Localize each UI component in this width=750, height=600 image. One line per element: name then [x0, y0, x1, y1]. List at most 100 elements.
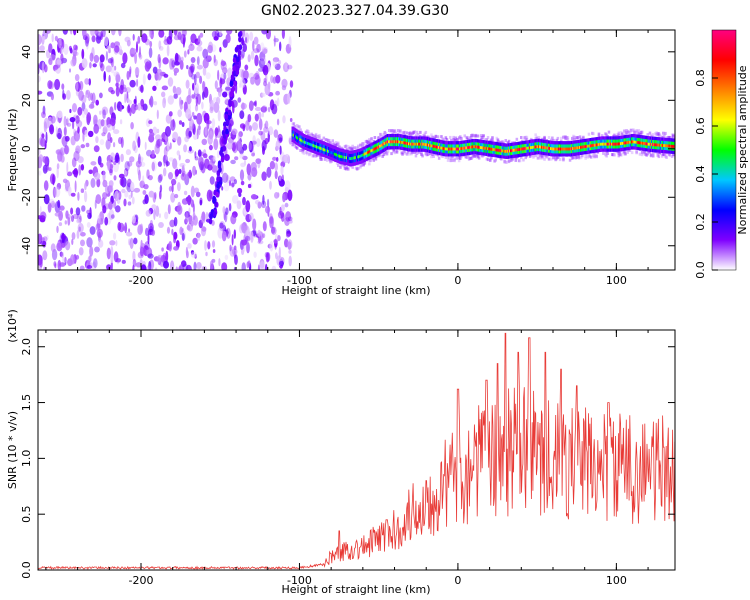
- heat-cell: [638, 152, 642, 156]
- heat-cell: [617, 131, 621, 135]
- heat-cell: [261, 105, 268, 113]
- heat-cell: [239, 110, 245, 120]
- heat-cell: [522, 158, 525, 162]
- heat-cell: [91, 92, 96, 104]
- heat-cell: [473, 138, 476, 143]
- heat-cell: [102, 192, 108, 200]
- heat-cell: [225, 207, 229, 215]
- spectrogram-frame: [37, 29, 676, 271]
- heat-cell: [200, 225, 207, 237]
- heat-cell: [77, 106, 83, 116]
- heat-cell: [192, 237, 198, 245]
- heat-cell: [193, 133, 198, 140]
- heat-cell: [245, 37, 248, 44]
- heat-cell: [279, 176, 282, 182]
- heat-cell: [240, 162, 246, 168]
- heat-cell: [308, 133, 311, 137]
- heat-cell: [362, 142, 365, 146]
- heat-cell: [395, 149, 399, 152]
- heat-cell: [58, 38, 62, 49]
- heat-cell: [351, 144, 354, 148]
- heat-cell: [177, 136, 182, 146]
- heat-cell: [456, 138, 460, 142]
- heat-cell: [115, 86, 120, 97]
- heat-cell: [265, 72, 268, 85]
- heat-cell: [339, 165, 342, 169]
- heat-cell: [673, 144, 675, 148]
- heat-cell: [169, 142, 172, 150]
- heat-cell: [56, 242, 63, 252]
- heat-cell: [147, 175, 153, 181]
- heat-cell: [581, 154, 584, 158]
- heat-cell: [178, 154, 181, 161]
- heat-cell: [199, 32, 204, 38]
- heat-cell: [52, 174, 55, 186]
- heat-cell: [269, 180, 272, 190]
- heat-cell: [406, 150, 410, 154]
- heat-cell: [171, 60, 176, 68]
- heat-cell: [89, 52, 94, 62]
- heat-cell: [55, 126, 58, 135]
- heat-cell: [271, 265, 277, 270]
- heat-cell: [185, 108, 192, 119]
- heat-cell: [166, 226, 171, 234]
- heat-cell: [80, 232, 86, 237]
- heat-cell: [289, 80, 294, 88]
- heat-cell: [191, 94, 196, 99]
- heat-cell: [351, 165, 354, 169]
- heat-cell: [93, 123, 99, 134]
- heat-cell: [376, 139, 380, 143]
- heat-cell: [209, 106, 214, 114]
- heat-cell: [165, 114, 172, 124]
- heat-cell: [183, 50, 187, 58]
- heat-cell: [153, 101, 158, 106]
- heat-cell: [38, 170, 42, 176]
- heat-cell: [271, 103, 278, 115]
- heat-cell: [237, 131, 242, 143]
- heat-cell: [557, 155, 561, 159]
- heat-cell: [103, 71, 106, 82]
- heat-cell: [102, 126, 108, 135]
- heat-cell: [119, 177, 124, 186]
- heat-cell: [299, 149, 302, 152]
- heat-cell: [120, 153, 124, 163]
- heat-cell: [52, 187, 57, 198]
- heat-cell: [244, 32, 250, 44]
- heat-cell: [215, 133, 218, 139]
- heat-cell: [157, 174, 163, 183]
- heat-cell: [284, 180, 291, 192]
- colorbar-tick-label: 0.8: [694, 69, 707, 87]
- heat-cell: [573, 135, 576, 139]
- heat-cell: [597, 133, 601, 137]
- heat-cell: [285, 233, 290, 238]
- heat-cell: [102, 179, 108, 188]
- heat-cell: [373, 136, 377, 139]
- heat-cell: [223, 182, 230, 192]
- heat-cell: [289, 118, 293, 122]
- heat-cell: [50, 243, 56, 253]
- heat-cell: [201, 226, 207, 232]
- heat-cell: [306, 150, 309, 154]
- heat-cell: [172, 158, 178, 170]
- heat-cell: [62, 30, 68, 35]
- heat-cell: [518, 159, 522, 163]
- heat-cell: [202, 80, 206, 93]
- heat-cell: [440, 135, 443, 139]
- heat-cell: [216, 182, 220, 189]
- heat-cell: [586, 155, 590, 159]
- heat-cell: [273, 35, 276, 47]
- heat-cell: [222, 145, 227, 152]
- heat-cell: [110, 90, 116, 95]
- heat-cell: [187, 49, 190, 55]
- heat-cell: [80, 188, 85, 193]
- spectrogram-y-label: Frequency (Hz): [6, 109, 19, 192]
- heat-cell: [124, 93, 127, 104]
- heat-cell: [550, 138, 553, 142]
- heat-cell: [258, 130, 263, 136]
- heat-cell: [210, 44, 217, 53]
- heat-cell: [252, 135, 256, 147]
- heat-cell: [233, 245, 237, 251]
- heat-cell: [140, 246, 144, 257]
- heat-cell: [60, 233, 67, 241]
- heat-cell: [170, 58, 175, 68]
